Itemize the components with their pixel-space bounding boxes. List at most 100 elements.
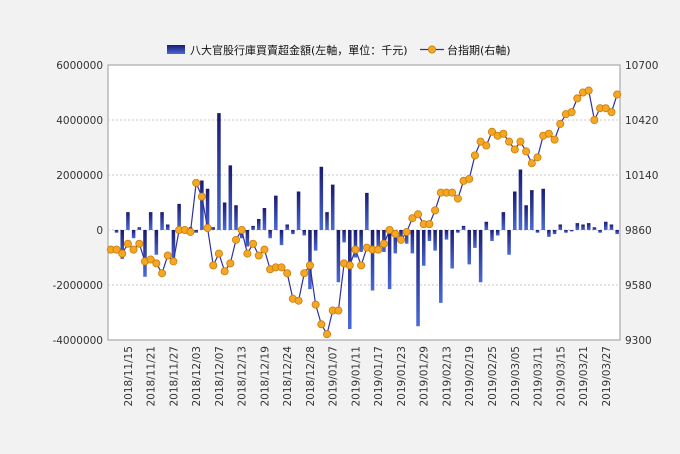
line-point (470, 151, 479, 160)
bar (547, 230, 551, 237)
bar (194, 230, 198, 233)
bar (416, 230, 420, 327)
bar (336, 230, 341, 283)
y-left-tick-label: 2000000 (56, 170, 103, 182)
y-axis-left: -4000000 -2000000 0 2000000 4000000 6000000 (52, 60, 103, 347)
line-point (249, 239, 258, 248)
bar (467, 230, 472, 265)
bar (575, 223, 580, 231)
x-tick-label: 2018/12/13 (237, 346, 249, 407)
line-point (135, 239, 144, 248)
bar (592, 227, 597, 230)
line-point (209, 261, 218, 270)
bar (365, 192, 369, 231)
line-point (169, 257, 178, 266)
bar (518, 169, 523, 230)
x-axis: 2018/11/15 2018/11/21 2018/11/27 2018/12/03… (123, 346, 613, 407)
x-tick-label: 2019/01/29 (419, 346, 431, 407)
line-point (613, 90, 622, 99)
line-point (305, 261, 314, 270)
legend: 八大官股行庫買賣超金額(左軸，單位：千元) 台指期(右軸) (167, 43, 511, 57)
bar (251, 225, 255, 231)
line-point (391, 229, 400, 238)
x-tick-label: 2018/12/03 (191, 346, 203, 407)
line-point (550, 135, 559, 144)
bar (456, 230, 460, 233)
bar (604, 221, 608, 230)
line-point (402, 227, 411, 236)
line-point (567, 108, 576, 117)
line-point (448, 188, 457, 197)
line-point (465, 174, 474, 183)
bar (609, 224, 614, 230)
bar (319, 166, 324, 230)
line-point (203, 224, 212, 233)
line-point (425, 220, 434, 229)
bar (302, 230, 307, 236)
bar (274, 195, 278, 231)
bar (501, 212, 506, 231)
line-point (317, 320, 326, 329)
line-series (106, 86, 622, 339)
line-point (584, 86, 593, 95)
line-point (482, 141, 491, 150)
bar (234, 205, 238, 230)
bar (296, 191, 301, 230)
bar (541, 188, 545, 230)
y-right-tick-label: 10420 (625, 115, 658, 127)
legend-line-label: 台指期(右軸) (447, 43, 511, 57)
x-tick-label: 2018/11/27 (168, 346, 180, 407)
bar (171, 230, 176, 261)
bar (262, 208, 267, 230)
line-point (573, 94, 582, 103)
x-tick-label: 2018/11/21 (146, 346, 158, 407)
y-left-tick-label: 6000000 (56, 60, 103, 72)
line-point (163, 251, 172, 260)
line-point (158, 269, 167, 278)
bar (530, 190, 534, 231)
y-right-tick-label: 10700 (625, 60, 658, 72)
legend-line-marker (427, 45, 436, 54)
bar (444, 230, 449, 240)
bar (439, 230, 443, 303)
y-right-tick-label: 9300 (625, 335, 652, 347)
bar (120, 230, 124, 259)
bar (211, 227, 216, 230)
bar (410, 230, 415, 254)
line-point (487, 127, 496, 136)
x-tick-label: 2019/01/17 (373, 346, 385, 407)
line-point (590, 116, 599, 125)
bar (200, 180, 204, 230)
x-tick-label: 2019/02/25 (487, 346, 499, 407)
bar (564, 230, 568, 233)
bar (291, 230, 295, 235)
line-point (243, 249, 252, 258)
bar (325, 212, 329, 231)
line-point (408, 214, 417, 223)
bar (268, 230, 272, 239)
line-point (510, 145, 519, 154)
bar (143, 230, 147, 277)
bar (615, 230, 619, 235)
y-left-tick-label: -4000000 (52, 335, 103, 347)
bar (245, 230, 250, 247)
bar (598, 230, 602, 233)
bar (222, 202, 227, 230)
bar (348, 230, 352, 329)
line-point (345, 261, 354, 270)
bar (308, 230, 312, 290)
line-point (385, 225, 394, 234)
bar (217, 113, 221, 231)
line-point (254, 251, 263, 260)
legend-bar-label: 八大官股行庫買賣超金額(左軸，單位：千元) (190, 43, 408, 57)
x-tick-label: 2019/01/11 (350, 346, 362, 407)
bar (342, 230, 346, 243)
line-point (544, 129, 553, 138)
line-point (374, 245, 383, 254)
bar (131, 230, 136, 239)
bar (165, 224, 170, 230)
line-point (499, 129, 508, 138)
x-tick-label: 2018/12/28 (305, 346, 317, 407)
bar (285, 224, 289, 230)
line-point (476, 137, 485, 146)
